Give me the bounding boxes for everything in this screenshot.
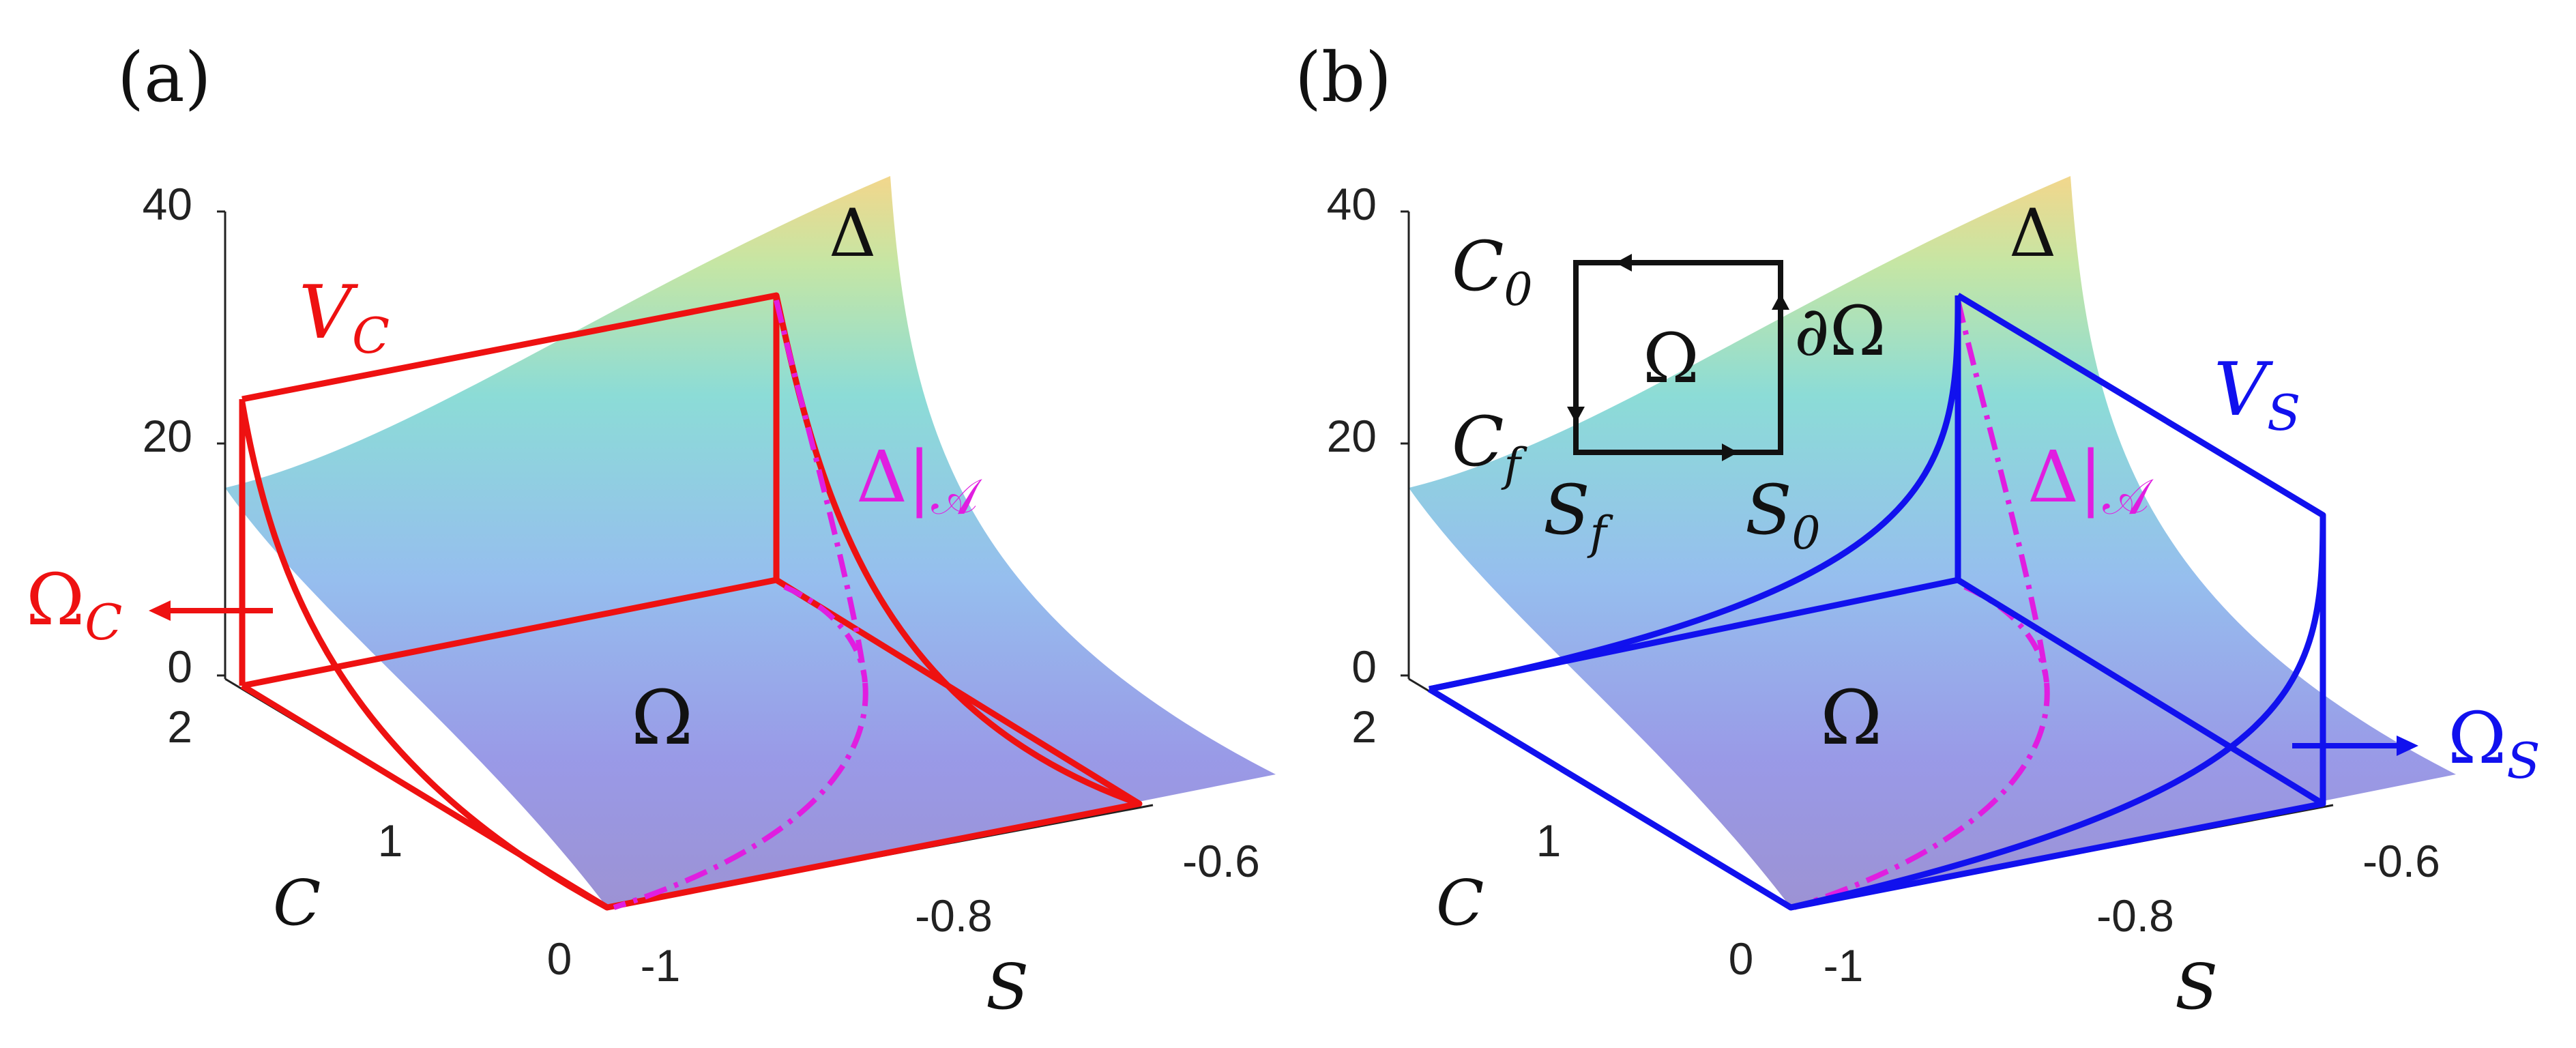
panel-a-s-tick-neg1: -1 (641, 940, 681, 991)
panel-b-label: (b) (1295, 38, 1392, 117)
panel-a-surface-label: Δ (829, 195, 876, 272)
panel-b-s-tick-neg0.8: -0.8 (2096, 890, 2174, 941)
inset-s0: S0 (1745, 470, 1821, 559)
inset-boundary-label: ∂Ω (1794, 291, 1886, 371)
panel-a-restricted-label: Δ|𝒜 (856, 435, 982, 525)
panel-a-z-tick-0: 0 (167, 641, 192, 692)
inset-arrow-left (1567, 407, 1585, 423)
panel-b-domain-label: Ω (1820, 674, 1882, 761)
inset-arrow-top (1615, 254, 1632, 272)
panel-a-z-tick-40: 40 (143, 179, 192, 229)
panel-a-s-axis-label: S (986, 950, 1029, 1023)
panel-b-c-tick-1: 1 (1536, 815, 1562, 866)
panel-b-z-tick-40: 40 (1327, 179, 1377, 229)
panel-b-volume-vs (1427, 293, 2326, 911)
panel-a-label: (a) (117, 38, 211, 117)
panel-a: (a) 40 20 0 2 1 0 -1 -0.8 -0.6 C S Δ Ω (26, 38, 1276, 1023)
panel-b-c-tick-0: 0 (1729, 933, 1754, 984)
inset-cf: Cf (1452, 402, 1528, 491)
panel-b-c-axis-label: C (1436, 867, 1484, 940)
panel-b-restricted-label: Δ|𝒜 (2028, 435, 2154, 525)
panel-a-face-label: ΩC (26, 558, 122, 651)
panel-a-c-axis-label: C (273, 867, 321, 940)
panel-a-c-tick-2: 2 (167, 701, 192, 752)
panel-b-z-tick-0: 0 (1351, 641, 1377, 692)
panel-b-z-tick-20: 20 (1327, 411, 1377, 461)
panel-a-volume-label: VC (299, 270, 390, 364)
panel-b: (b) 40 20 0 2 1 0 -1 -0.8 -0.6 C S Δ Ω (1295, 38, 2541, 1023)
inset-boundary-rect (1573, 260, 1783, 455)
panel-b-surface-label: Δ (2009, 195, 2056, 272)
panel-a-z-tick-20: 20 (143, 411, 192, 461)
panel-a-s-tick-neg0.6: -0.6 (1182, 836, 1260, 886)
panel-b-s-tick-neg0.6: -0.6 (2362, 836, 2440, 886)
inset-c0: C0 (1452, 227, 1533, 316)
panel-b-volume-label: VS (2214, 347, 2300, 441)
panel-b-face-label: ΩS (2448, 697, 2541, 789)
panel-a-c-tick-1: 1 (378, 815, 403, 866)
inset-omega: Ω (1643, 319, 1699, 398)
inset-arrow-right (1772, 293, 1789, 310)
panel-b-inset: Ω ∂Ω C0 Cf Sf S0 (1452, 227, 1886, 559)
panel-b-c-tick-2: 2 (1351, 701, 1377, 752)
panel-a-c-tick-0: 0 (547, 933, 572, 984)
panel-a-volume-vc (239, 292, 1143, 911)
inset-arrow-bottom (1722, 443, 1738, 461)
panel-a-domain-label: Ω (631, 674, 693, 761)
panel-b-s-axis-label: S (2175, 950, 2218, 1023)
panel-a-s-tick-neg0.8: -0.8 (915, 890, 993, 941)
panel-b-s-tick-neg1: -1 (1824, 940, 1864, 991)
